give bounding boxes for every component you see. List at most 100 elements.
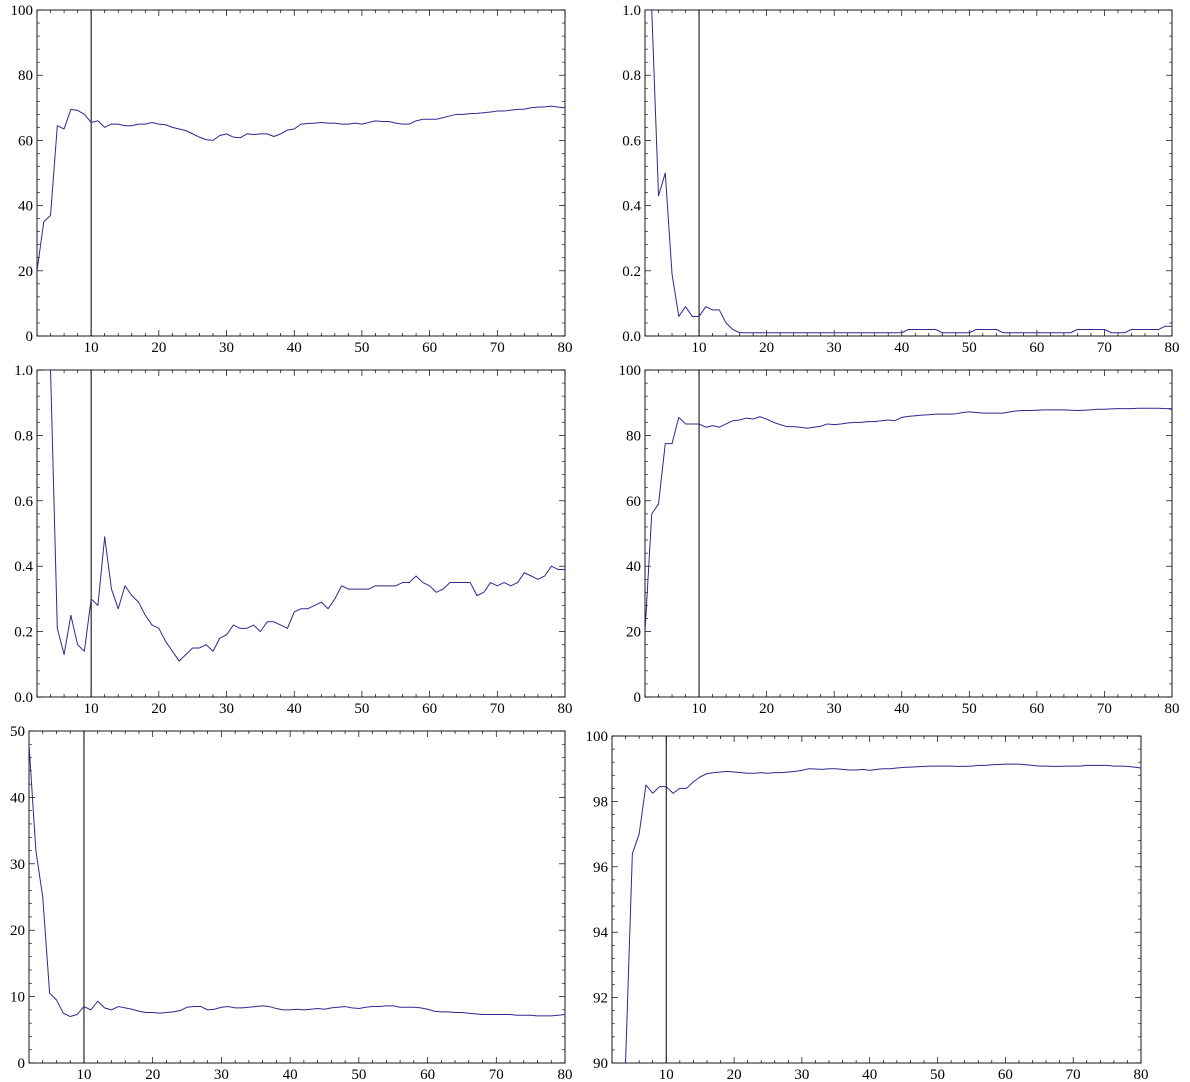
x-tick-label: 80 xyxy=(1134,1067,1149,1082)
x-tick-label: 20 xyxy=(151,340,166,356)
x-tick-label: 40 xyxy=(287,701,302,717)
series-line xyxy=(29,744,565,1018)
chart-panel-4: 10 20 30 40 50 60 70 80 0 20 40 60 80 100 xyxy=(619,363,1180,717)
y-tick-label: 0 xyxy=(18,1056,26,1072)
y-tick-label: 0.6 xyxy=(622,133,641,149)
y-tick-label: 40 xyxy=(18,199,33,215)
chart-panel-1: 10 20 30 40 50 60 70 80 0 20 40 60 80 100 xyxy=(11,3,573,356)
x-tick-label: 20 xyxy=(759,340,774,356)
x-tick-label: 30 xyxy=(827,340,842,356)
y-tick-label: 0.4 xyxy=(14,559,33,575)
y-tick-label: 94 xyxy=(593,925,609,941)
x-tick-label: 10 xyxy=(692,701,707,717)
y-tick-label: 100 xyxy=(11,3,34,19)
series-line xyxy=(43,370,565,662)
x-tick-label: 20 xyxy=(151,701,166,717)
y-tick-label: 0.2 xyxy=(14,625,33,641)
y-tick-label: 0 xyxy=(634,690,642,706)
x-tick-label: 60 xyxy=(1029,701,1044,717)
x-tick-label: 30 xyxy=(827,701,842,717)
x-tick-label: 30 xyxy=(219,340,234,356)
y-tick-label: 1.0 xyxy=(622,3,641,19)
y-tick-label: 96 xyxy=(593,860,609,876)
y-tick-label: 20 xyxy=(18,264,33,280)
x-tick-label: 60 xyxy=(422,701,437,717)
series-line xyxy=(37,105,565,271)
x-tick-label: 10 xyxy=(84,701,99,717)
y-tick-label: 60 xyxy=(18,133,33,149)
y-tick-label: 50 xyxy=(10,724,25,740)
x-tick-label: 70 xyxy=(489,1067,504,1082)
chart-panel-3: 10 20 30 40 50 60 70 80 0.0 0.2 0.4 0.6 0.8 1.0 xyxy=(14,363,572,717)
x-tick-label: 70 xyxy=(1097,340,1112,356)
x-tick-label: 70 xyxy=(1097,701,1112,717)
x-tick-label: 50 xyxy=(962,701,977,717)
y-tick-label: 10 xyxy=(10,990,25,1006)
y-tick-label: 0.8 xyxy=(622,68,641,84)
y-tick-label: 90 xyxy=(593,1056,608,1072)
y-tick-label: 0 xyxy=(26,329,34,345)
y-tick-label: 92 xyxy=(593,991,608,1007)
x-tick-label: 10 xyxy=(659,1067,674,1082)
x-tick-label: 80 xyxy=(1165,340,1180,356)
x-tick-label: 70 xyxy=(1066,1067,1081,1082)
x-tick-label: 80 xyxy=(558,1067,573,1082)
x-tick-label: 10 xyxy=(84,340,99,356)
plot-frame xyxy=(36,369,566,698)
chart-panel-6: 10 20 30 40 50 60 70 80 90 92 94 96 98 100 xyxy=(586,729,1149,1082)
y-tick-label: 0.2 xyxy=(622,264,641,280)
x-tick-label: 40 xyxy=(287,340,302,356)
y-tick-label: 80 xyxy=(18,68,33,84)
x-tick-label: 70 xyxy=(490,340,505,356)
plot-frame xyxy=(28,730,566,1064)
x-tick-label: 80 xyxy=(558,701,573,717)
plot-frame xyxy=(611,735,1142,1064)
y-tick-label: 20 xyxy=(10,923,25,939)
x-tick-label: 80 xyxy=(558,340,573,356)
y-tick-label: 30 xyxy=(10,857,25,873)
chart-panel-2: 10 20 30 40 50 60 70 80 0.0 0.2 0.4 0.6 0.8 1.0 xyxy=(622,3,1179,356)
x-tick-label: 40 xyxy=(283,1067,298,1082)
x-tick-label: 10 xyxy=(76,1067,91,1082)
x-tick-label: 50 xyxy=(930,1067,945,1082)
y-tick-label: 40 xyxy=(626,559,641,575)
x-tick-label: 20 xyxy=(145,1067,160,1082)
y-tick-label: 0.8 xyxy=(14,428,33,444)
plot-frame xyxy=(644,9,1173,337)
x-tick-label: 60 xyxy=(420,1067,435,1082)
series-line xyxy=(645,10,1172,334)
x-tick-label: 30 xyxy=(219,701,234,717)
x-tick-label: 60 xyxy=(1029,340,1044,356)
y-tick-label: 100 xyxy=(586,729,609,745)
y-tick-label: 1.0 xyxy=(14,363,33,379)
y-tick-label: 20 xyxy=(626,625,641,641)
y-tick-label: 60 xyxy=(626,494,641,510)
x-tick-label: 10 xyxy=(692,340,707,356)
plot-frame xyxy=(644,369,1173,698)
y-tick-label: 98 xyxy=(593,794,608,810)
y-tick-label: 80 xyxy=(626,428,641,444)
x-tick-label: 40 xyxy=(894,340,909,356)
x-tick-label: 50 xyxy=(962,340,977,356)
x-tick-label: 50 xyxy=(354,340,369,356)
y-tick-label: 0.0 xyxy=(14,690,33,706)
x-tick-label: 40 xyxy=(894,701,909,717)
series-line xyxy=(625,763,1141,1063)
x-tick-label: 70 xyxy=(490,701,505,717)
x-tick-label: 40 xyxy=(862,1067,877,1082)
plot-frame xyxy=(36,9,566,337)
x-tick-label: 60 xyxy=(998,1067,1013,1082)
x-tick-label: 30 xyxy=(214,1067,229,1082)
x-tick-label: 50 xyxy=(351,1067,366,1082)
y-tick-label: 0.0 xyxy=(622,329,641,345)
x-tick-label: 50 xyxy=(354,701,369,717)
x-tick-label: 80 xyxy=(1165,701,1180,717)
chart-panel-5: 10 20 30 40 50 60 70 80 0 10 20 30 40 50 xyxy=(10,724,573,1082)
y-tick-label: 0.6 xyxy=(14,494,33,510)
y-tick-label: 0.4 xyxy=(622,199,641,215)
x-tick-label: 20 xyxy=(727,1067,742,1082)
x-tick-label: 30 xyxy=(794,1067,809,1082)
x-tick-label: 60 xyxy=(422,340,437,356)
y-tick-label: 40 xyxy=(10,790,25,806)
